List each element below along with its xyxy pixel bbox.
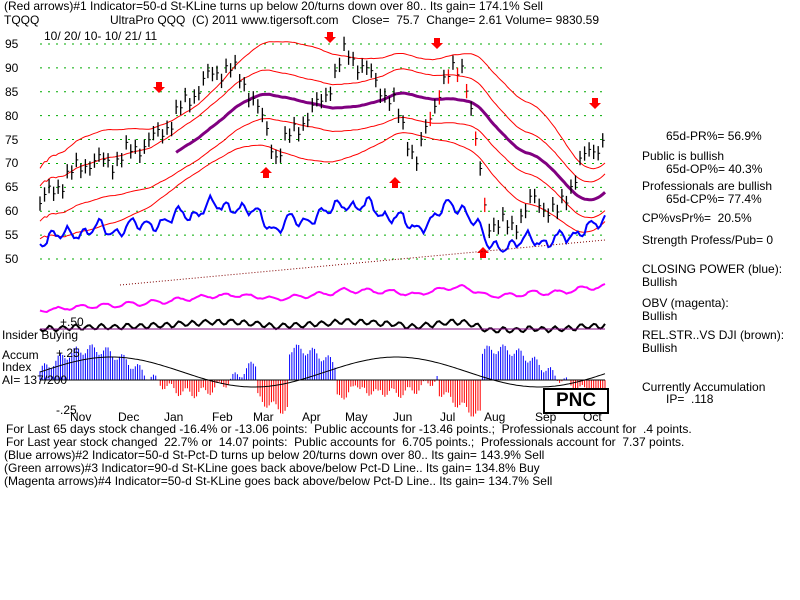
x-tick-label: Feb: [212, 410, 233, 424]
y-tick-label: 75: [5, 132, 19, 147]
relstr-line: [39, 318, 606, 334]
red-arrows-text: (Red arrows)#1 Indicator=50-d St-KLine t…: [4, 0, 543, 13]
sell-arrow: [431, 38, 443, 49]
x-tick-label: Apr: [302, 410, 321, 424]
y-tick-label: 60: [5, 204, 19, 219]
index-label: Index: [2, 360, 32, 374]
relstr-path: [39, 318, 606, 334]
closing-power-label: CLOSING POWER (blue):: [642, 262, 783, 276]
footer-line-4: (Green arrows)#3 Indicator=90-d St-KLine…: [4, 461, 540, 475]
insider-buying-label: Insider Buying: [2, 328, 79, 342]
minus25-label: -.25: [56, 403, 77, 417]
accum-label: Accum: [2, 348, 39, 362]
sell-arrow: [589, 98, 601, 109]
x-tick-label: May: [345, 410, 368, 424]
closing-power-line: [39, 193, 606, 286]
ai-label: AI= 137/200: [2, 373, 68, 387]
closing-power-path: [39, 193, 606, 253]
currently-accumulation: Currently Accumulation: [642, 380, 766, 394]
band-line: [39, 132, 606, 240]
obv-path: [39, 283, 606, 314]
sell-arrow: [324, 32, 336, 43]
obv-line: [39, 283, 606, 314]
footer-line-2: For Last year stock changed 22.7% or 14.…: [6, 435, 685, 449]
footer-line-1: For Last 65 days stock changed -16.4% or…: [6, 422, 692, 436]
accum-ma-line: [39, 356, 606, 388]
cp-pct: 65d-CP%= 77.4%: [666, 192, 762, 206]
y-tick-label: 80: [5, 108, 19, 123]
x-tick-label: Mar: [253, 410, 274, 424]
sell-arrow: [153, 82, 165, 93]
closing-power-state: Bullish: [642, 275, 678, 289]
chart-title: UltraPro QQQ (C) 2011 www.tigersoft.com …: [110, 13, 600, 27]
accumulation-histogram: [39, 344, 606, 417]
price-gridlines: [40, 43, 605, 260]
buy-arrow: [477, 247, 489, 258]
band-line: [39, 41, 606, 170]
buy-arrow: [389, 177, 401, 188]
pr-pct: 65d-PR%= 56.9%: [666, 129, 762, 143]
moving-average-line: [175, 91, 607, 202]
public-status: Public is bullish: [642, 149, 725, 163]
y-tick-label: 85: [5, 84, 19, 99]
footer-line-3: (Blue arrows)#2 Indicator=50-d St-Pct-D …: [4, 448, 545, 462]
ticker: TQQQ: [4, 13, 40, 27]
relstr-label: REL.STR..VS DJI (brown):: [642, 328, 785, 342]
price-bars: [39, 36, 605, 240]
obv-state: Bullish: [642, 309, 678, 323]
cp-trend-line: [119, 239, 606, 286]
footer-line-5: (Magenta arrows)#4 Indicator=50-d St-KLi…: [4, 474, 553, 488]
x-tick-label: Oct: [583, 410, 602, 424]
y-tick-label: 55: [5, 228, 19, 243]
plus25-label: +.25: [56, 346, 80, 360]
y-tick-label: 90: [5, 60, 19, 75]
x-tick-label: Nov: [70, 410, 92, 424]
x-tick-label: Dec: [118, 410, 140, 424]
ma-line: [175, 91, 607, 202]
professionals-status: Professionals are bullish: [642, 179, 773, 193]
strength-ratio: Strength Profess/Pub= 0: [642, 233, 774, 247]
bollinger-bands: [39, 41, 606, 240]
op-pct: 65d-OP%= 40.3%: [666, 162, 763, 176]
band-line: [39, 116, 606, 222]
ip-value: IP= .118: [666, 392, 714, 406]
x-tick-label: Sep: [535, 410, 557, 424]
x-tick-label: Jul: [440, 410, 456, 424]
y-tick-label: 50: [5, 252, 19, 266]
y-tick-label: 70: [5, 156, 19, 171]
signal-arrows: [153, 32, 601, 258]
band-line: [39, 68, 606, 187]
relstr-state: Bullish: [642, 341, 678, 355]
pnc-box: PNC: [543, 388, 609, 414]
x-tick-label: Jun: [393, 410, 413, 424]
y-tick-label: 95: [5, 37, 19, 51]
y-tick-label: 65: [5, 180, 19, 195]
cp-vs-pr: CP%vsPr%= 20.5%: [642, 211, 752, 225]
plus50-label: +.50: [60, 315, 84, 329]
obv-label: OBV (magenta):: [642, 296, 729, 310]
x-tick-label: Jan: [164, 410, 184, 424]
x-tick-label: Aug: [484, 410, 506, 424]
date-range: 10/ 20/ 10- 10/ 21/ 11: [44, 29, 158, 43]
buy-arrow: [260, 167, 272, 178]
